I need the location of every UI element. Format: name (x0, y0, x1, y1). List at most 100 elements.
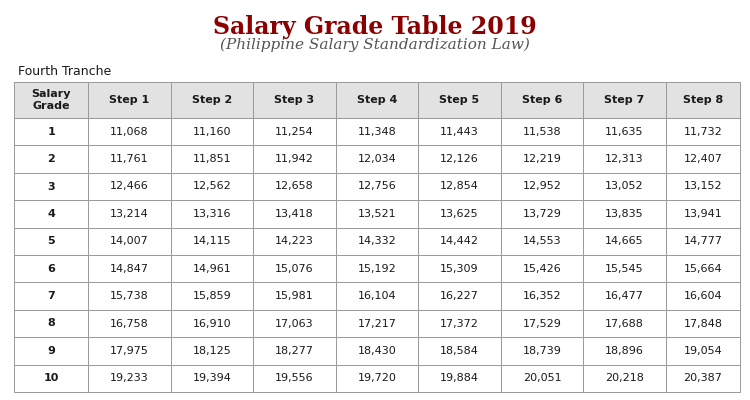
Text: 19,720: 19,720 (358, 373, 397, 383)
Bar (14, 200, 88, 228)
Bar (171, 228, 254, 255)
Text: Salary
Grade: Salary Grade (32, 89, 70, 111)
Bar (88, 200, 171, 228)
Text: 12,658: 12,658 (275, 182, 314, 192)
Bar (88, 282, 171, 310)
Text: 12,854: 12,854 (440, 182, 479, 192)
Bar (254, 118, 336, 146)
Text: 14,115: 14,115 (193, 236, 231, 246)
Text: 13,052: 13,052 (605, 182, 644, 192)
Bar (171, 200, 254, 228)
Bar (336, 337, 418, 365)
Bar (88, 228, 171, 255)
Text: 14,847: 14,847 (110, 264, 149, 274)
Bar (419, 146, 501, 173)
Bar (171, 365, 254, 392)
Bar (666, 173, 740, 200)
Text: 15,076: 15,076 (275, 264, 314, 274)
Bar (14, 173, 88, 200)
Bar (584, 365, 666, 392)
Text: 17,372: 17,372 (440, 318, 479, 328)
Bar (14, 118, 88, 146)
Bar (419, 255, 501, 282)
Bar (254, 228, 336, 255)
Bar (88, 146, 171, 173)
Text: 8: 8 (47, 318, 55, 328)
Text: 19,054: 19,054 (683, 346, 722, 356)
Bar (254, 146, 336, 173)
Text: 11,443: 11,443 (440, 127, 479, 137)
Text: 14,223: 14,223 (275, 236, 314, 246)
Text: 15,738: 15,738 (110, 291, 148, 301)
Text: 15,664: 15,664 (683, 264, 722, 274)
Bar (14, 310, 88, 337)
Bar (584, 228, 666, 255)
Text: 19,556: 19,556 (275, 373, 314, 383)
Text: 16,477: 16,477 (605, 291, 644, 301)
Bar (14, 228, 88, 255)
Bar (254, 200, 336, 228)
Bar (336, 365, 418, 392)
Text: 14,777: 14,777 (683, 236, 722, 246)
Bar (88, 255, 171, 282)
Bar (254, 82, 336, 118)
Text: 13,316: 13,316 (193, 209, 231, 219)
Bar (584, 255, 666, 282)
Text: Step 5: Step 5 (440, 95, 479, 105)
Bar (584, 173, 666, 200)
Text: 15,859: 15,859 (193, 291, 231, 301)
Text: Step 4: Step 4 (357, 95, 398, 105)
Bar (336, 255, 418, 282)
Text: 13,941: 13,941 (683, 209, 722, 219)
Bar (88, 118, 171, 146)
Text: 16,227: 16,227 (440, 291, 479, 301)
Text: 13,214: 13,214 (110, 209, 148, 219)
Bar (254, 255, 336, 282)
Bar (584, 310, 666, 337)
Bar (501, 146, 584, 173)
Text: 17,217: 17,217 (358, 318, 397, 328)
Text: 11,851: 11,851 (193, 154, 231, 164)
Text: (Philippine Salary Standardization Law): (Philippine Salary Standardization Law) (220, 38, 530, 52)
Bar (666, 82, 740, 118)
Bar (419, 118, 501, 146)
Bar (501, 255, 584, 282)
Text: 14,553: 14,553 (523, 236, 561, 246)
Text: 16,758: 16,758 (110, 318, 148, 328)
Text: 13,521: 13,521 (358, 209, 396, 219)
Bar (584, 118, 666, 146)
Text: 11,254: 11,254 (275, 127, 314, 137)
Text: 14,961: 14,961 (193, 264, 231, 274)
Bar (666, 228, 740, 255)
Text: 15,981: 15,981 (275, 291, 314, 301)
Bar (666, 200, 740, 228)
Bar (336, 82, 418, 118)
Text: 13,729: 13,729 (523, 209, 562, 219)
Text: 13,152: 13,152 (683, 182, 722, 192)
Bar (584, 337, 666, 365)
Bar (419, 82, 501, 118)
Bar (501, 82, 584, 118)
Bar (171, 146, 254, 173)
Bar (14, 282, 88, 310)
Text: 14,442: 14,442 (440, 236, 479, 246)
Text: Step 3: Step 3 (274, 95, 314, 105)
Bar (14, 146, 88, 173)
Text: 14,332: 14,332 (358, 236, 396, 246)
Bar (419, 310, 501, 337)
Bar (254, 173, 336, 200)
Bar (666, 146, 740, 173)
Text: 13,835: 13,835 (605, 209, 644, 219)
Bar (419, 365, 501, 392)
Bar (88, 365, 171, 392)
Text: 13,418: 13,418 (275, 209, 314, 219)
Text: 18,277: 18,277 (275, 346, 314, 356)
Bar (584, 200, 666, 228)
Text: 2: 2 (47, 154, 55, 164)
Bar (336, 173, 418, 200)
Bar (254, 365, 336, 392)
Text: 12,756: 12,756 (358, 182, 396, 192)
Bar (336, 118, 418, 146)
Bar (14, 337, 88, 365)
Text: 12,313: 12,313 (605, 154, 644, 164)
